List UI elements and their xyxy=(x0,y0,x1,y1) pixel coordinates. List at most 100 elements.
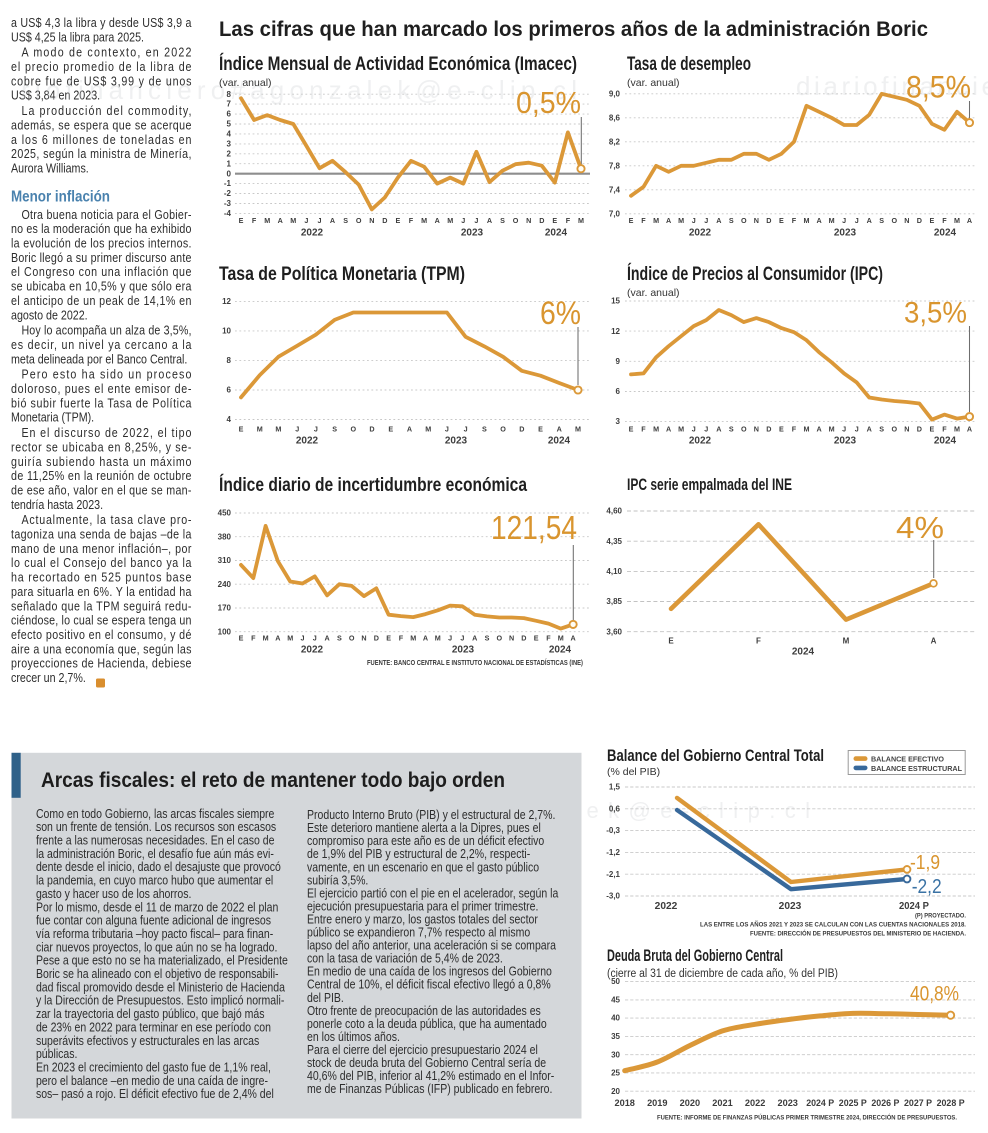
svg-text:Balance del Gobierno Central T: Balance del Gobierno Central Total xyxy=(607,747,824,765)
svg-text:50: 50 xyxy=(611,977,620,986)
svg-text:E: E xyxy=(386,634,391,643)
svg-text:12: 12 xyxy=(611,327,620,336)
svg-text:6: 6 xyxy=(616,387,621,396)
svg-text:vamente, en un escenario en qu: vamente, en un escenario en que el gasto… xyxy=(307,859,539,874)
svg-text:J: J xyxy=(855,425,859,434)
svg-text:E: E xyxy=(779,216,784,225)
svg-text:D: D xyxy=(917,216,922,225)
svg-text:7,4: 7,4 xyxy=(609,185,621,194)
svg-text:J: J xyxy=(301,634,305,643)
svg-text:A: A xyxy=(816,216,821,225)
svg-text:FUENTE: BANCO CENTRAL E INSTIT: FUENTE: BANCO CENTRAL E INSTITUTO NACION… xyxy=(367,658,583,667)
svg-text:J: J xyxy=(704,216,708,225)
svg-text:a US$ 4,3 la libra y desde US$: a US$ 4,3 la libra y desde US$ 3,9 a xyxy=(11,15,192,30)
svg-text:240: 240 xyxy=(218,580,232,589)
svg-text:8,5%: 8,5% xyxy=(906,69,971,105)
svg-text:y la Dirección de Presupuestos: y la Dirección de Presupuestos. Esto imp… xyxy=(36,993,284,1008)
svg-text:2024: 2024 xyxy=(934,436,957,447)
svg-text:A: A xyxy=(967,425,972,434)
svg-text:45: 45 xyxy=(611,996,620,1005)
svg-text:con la tasa de variación de 5,: con la tasa de variación de 5,4% de 2023… xyxy=(307,951,503,966)
svg-text:-3,0: -3,0 xyxy=(606,892,620,901)
svg-text:A: A xyxy=(423,634,428,643)
svg-text:no es la moderación que ha exh: no es la moderación que ha exhibido xyxy=(11,221,192,236)
svg-text:O: O xyxy=(349,634,355,643)
svg-text:S: S xyxy=(482,425,487,434)
svg-text:4,35: 4,35 xyxy=(606,537,622,546)
svg-text:M: M xyxy=(954,216,960,225)
svg-text:310: 310 xyxy=(218,556,232,565)
svg-text:se ubicaba en 10,5% y que sólo: se ubicaba en 10,5% y que sólo era xyxy=(11,279,192,294)
svg-text:A: A xyxy=(472,634,477,643)
svg-text:2022: 2022 xyxy=(689,228,712,239)
svg-text:el precio promedio de la libra: el precio promedio de la libra de xyxy=(11,59,192,74)
svg-text:M: M xyxy=(287,634,293,643)
svg-text:D: D xyxy=(369,425,374,434)
svg-text:F: F xyxy=(756,637,761,646)
svg-text:1: 1 xyxy=(227,159,232,168)
svg-text:-1,9: -1,9 xyxy=(910,852,940,874)
svg-text:IPC serie empalmada del INE: IPC serie empalmada del INE xyxy=(627,476,792,494)
svg-text:-2,2: -2,2 xyxy=(912,876,942,898)
svg-text:S: S xyxy=(729,216,734,225)
svg-text:N: N xyxy=(509,634,514,643)
svg-text:25: 25 xyxy=(611,1069,620,1078)
svg-text:Otra buena noticia para el Gob: Otra buena noticia para el Gobier- xyxy=(21,207,191,222)
svg-text:N: N xyxy=(904,425,909,434)
svg-text:FUENTE: INFORME DE FINANZAS PÚ: FUENTE: INFORME DE FINANZAS PÚBLICAS PRI… xyxy=(657,1113,957,1122)
svg-text:E: E xyxy=(239,216,244,225)
svg-text:E: E xyxy=(239,634,244,643)
svg-text:BALANCE ESTRUCTURAL: BALANCE ESTRUCTURAL xyxy=(871,764,962,773)
svg-text:9,0: 9,0 xyxy=(609,89,621,98)
svg-text:J: J xyxy=(474,216,478,225)
svg-text:ciar nuevos proyectos, lo que: ciar nuevos proyectos, lo que aún no se … xyxy=(36,939,277,954)
svg-text:E: E xyxy=(629,425,634,434)
svg-text:J: J xyxy=(304,216,308,225)
svg-text:7,0: 7,0 xyxy=(609,209,621,218)
svg-text:A: A xyxy=(816,425,821,434)
svg-text:M: M xyxy=(275,425,281,434)
svg-text:4,10: 4,10 xyxy=(606,567,622,576)
svg-text:Por lo mismo, desde el 11 de m: Por lo mismo, desde el 11 de marzo de 20… xyxy=(36,899,278,914)
svg-text:Monetaria (TPM).: Monetaria (TPM). xyxy=(11,410,94,425)
svg-text:2024 P: 2024 P xyxy=(899,901,929,912)
svg-text:J: J xyxy=(313,634,317,643)
svg-text:O: O xyxy=(741,425,747,434)
svg-text:Producto Interno Bruto (PIB) y: Producto Interno Bruto (PIB) y el estruc… xyxy=(307,807,555,822)
svg-text:J: J xyxy=(855,216,859,225)
svg-text:2022: 2022 xyxy=(296,436,319,447)
svg-text:J: J xyxy=(314,425,318,434)
svg-text:Actualmente, la tasa clave pro: Actualmente, la tasa clave pro- xyxy=(21,512,191,527)
svg-text:(% del PIB): (% del PIB) xyxy=(607,766,660,778)
svg-text:2026 P: 2026 P xyxy=(871,1098,899,1108)
svg-text:A: A xyxy=(666,425,671,434)
svg-text:(P) PROYECTADO.: (P) PROYECTADO. xyxy=(915,913,966,920)
svg-text:E: E xyxy=(668,637,674,646)
svg-text:2023: 2023 xyxy=(834,228,857,239)
svg-text:ha recortado en 525 puntos bas: ha recortado en 525 puntos base xyxy=(11,570,192,585)
svg-text:O: O xyxy=(500,425,506,434)
svg-text:A: A xyxy=(435,216,440,225)
svg-text:0: 0 xyxy=(227,169,232,178)
svg-text:3: 3 xyxy=(616,417,621,426)
svg-text:de 23% en 2022 para terminar e: de 23% en 2022 para terminar en ese perí… xyxy=(36,1019,271,1034)
svg-text:lapso del año anterior, una ac: lapso del año anterior, una aceleración … xyxy=(307,938,556,953)
svg-text:8,6: 8,6 xyxy=(609,113,621,122)
svg-text:J: J xyxy=(448,634,452,643)
svg-text:2025 P: 2025 P xyxy=(839,1098,867,1108)
svg-text:proyecciones de Hacienda, debi: proyecciones de Hacienda, debiese xyxy=(11,656,192,671)
svg-text:Tasa de desempleo: Tasa de desempleo xyxy=(627,53,751,75)
svg-text:12: 12 xyxy=(222,297,231,306)
svg-text:fue contar con alguna fuente a: fue contar con alguna fuente adicional d… xyxy=(36,913,271,928)
svg-text:J: J xyxy=(464,425,468,434)
svg-text:E: E xyxy=(930,216,935,225)
svg-text:La producción del commodity,: La producción del commodity, xyxy=(21,103,191,118)
svg-text:O: O xyxy=(741,216,747,225)
svg-text:A: A xyxy=(967,216,972,225)
svg-text:S: S xyxy=(332,425,337,434)
svg-text:N: N xyxy=(754,216,759,225)
svg-text:Índice diario de incertidumbre: Índice diario de incertidumbre económica xyxy=(219,473,527,496)
svg-text:2021: 2021 xyxy=(712,1098,732,1108)
svg-text:J: J xyxy=(318,216,322,225)
svg-text:6%: 6% xyxy=(540,295,581,331)
